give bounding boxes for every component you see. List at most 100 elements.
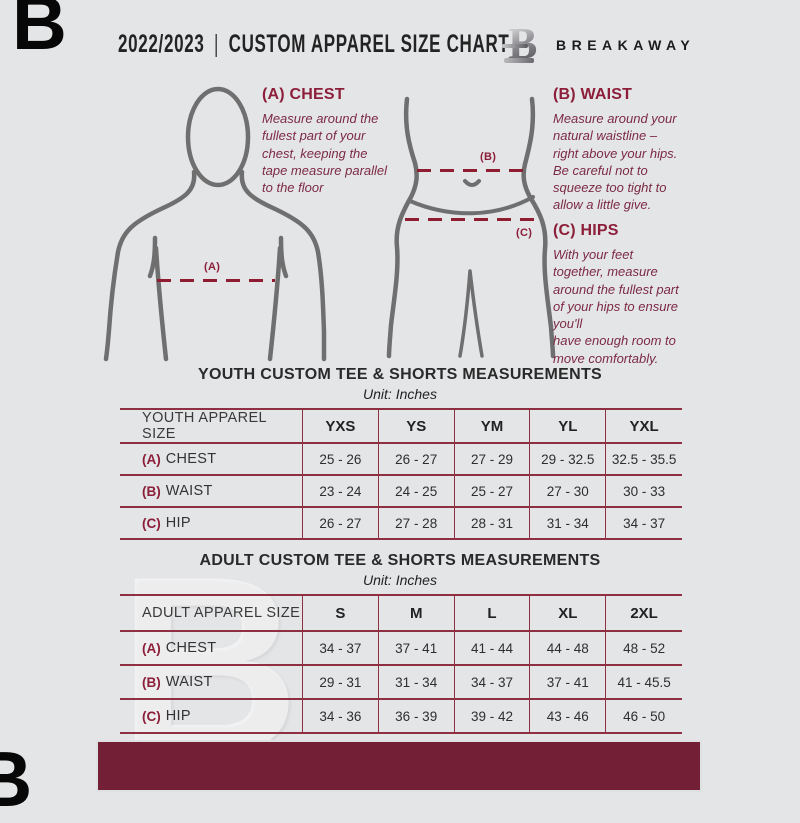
logo-slash-bar <box>502 44 528 48</box>
figure-right-armpit <box>267 235 289 362</box>
adult-size-col: S <box>303 594 379 632</box>
youth-size-col: YXL <box>606 408 682 444</box>
adult-row-label: (A) CHEST <box>120 632 303 666</box>
youth-row-label: (B) WAIST <box>120 476 303 508</box>
youth-waist-value: 30 - 33 <box>606 476 682 508</box>
youth-waist-value: 27 - 30 <box>530 476 607 508</box>
youth-table-unit: Unit: Inches <box>363 386 437 402</box>
youth-waist-value: 24 - 25 <box>378 476 455 508</box>
title-divider: | <box>214 30 220 58</box>
adult-hip-value: 39 - 42 <box>454 700 531 734</box>
youth-hip-value: 28 - 31 <box>454 508 531 540</box>
logo-hook-bar <box>504 58 534 63</box>
corner-logo-fragment-bottom-left: B <box>0 735 33 823</box>
footer-accent-bar <box>96 740 702 792</box>
adult-row-label: (B) WAIST <box>120 666 303 700</box>
figure-head <box>185 86 251 188</box>
row-marker: (A) <box>142 451 161 467</box>
adult-size-label-cell: ADULT APPAREL SIZE <box>120 594 303 632</box>
figure-right-shoulder-arm <box>239 169 327 362</box>
youth-row-label: (C) HIP <box>120 508 303 540</box>
row-marker: (B) <box>142 674 161 690</box>
adult-hip-value: 46 - 50 <box>606 700 682 734</box>
youth-size-col: YM <box>454 408 531 444</box>
row-name: WAIST <box>165 674 213 690</box>
breakaway-logo-icon: B <box>502 22 548 66</box>
hips-measure-line <box>405 218 540 221</box>
row-name: HIP <box>165 708 191 724</box>
adult-size-col: 2XL <box>606 594 682 632</box>
corner-logo-fragment-top-left: B <box>12 0 67 66</box>
waist-measure-line <box>417 169 530 172</box>
hips-marker-label: (C) <box>516 227 533 239</box>
waist-section-description: Measure around your natural waistline – … <box>553 111 678 213</box>
title-text: CUSTOM APPAREL SIZE CHART <box>228 30 510 58</box>
youth-hip-value: 27 - 28 <box>378 508 455 540</box>
youth-table-title: YOUTH CUSTOM TEE & SHORTS MEASUREMENTS <box>197 366 603 383</box>
adult-table-title: ADULT CUSTOM TEE & SHORTS MEASUREMENTS <box>199 552 601 569</box>
adult-chest-value: 48 - 52 <box>606 632 682 666</box>
row-name: WAIST <box>165 483 213 499</box>
adult-waist-value: 31 - 34 <box>378 666 455 700</box>
row-marker: (C) <box>142 515 161 531</box>
youth-chest-value: 32.5 - 35.5 <box>606 444 682 476</box>
youth-size-label-cell: YOUTH APPAREL SIZE <box>120 408 303 444</box>
adult-chest-value: 41 - 44 <box>454 632 531 666</box>
hips-section-heading: (C) HIPS <box>553 222 619 239</box>
row-marker: (B) <box>142 483 161 499</box>
adult-hip-value: 36 - 39 <box>378 700 455 734</box>
adult-size-table: ADULT APPAREL SIZE S M L XL 2XL (A) CHEST… <box>120 594 682 734</box>
youth-chest-value: 26 - 27 <box>378 444 455 476</box>
adult-table-unit: Unit: Inches <box>363 572 437 588</box>
chest-measure-line <box>157 279 275 282</box>
youth-size-col: YXS <box>303 408 379 444</box>
adult-chest-value: 34 - 37 <box>303 632 379 666</box>
adult-waist-value: 34 - 37 <box>454 666 531 700</box>
chest-section-description: Measure around the fullest part of your … <box>262 111 388 196</box>
adult-waist-value: 29 - 31 <box>303 666 379 700</box>
youth-size-col: YS <box>378 408 455 444</box>
chest-marker-label: (A) <box>204 261 221 273</box>
adult-size-col: L <box>454 594 531 632</box>
youth-chest-value: 27 - 29 <box>454 444 531 476</box>
season-label: 2022/2023 <box>118 30 205 58</box>
waist-section-heading: (B) WAIST <box>553 86 633 103</box>
youth-size-col: YL <box>530 408 607 444</box>
row-name: HIP <box>165 515 191 531</box>
row-name: CHEST <box>165 640 217 656</box>
youth-hip-value: 34 - 37 <box>606 508 682 540</box>
youth-waist-value: 23 - 24 <box>303 476 379 508</box>
row-name: CHEST <box>165 451 217 467</box>
figure-navel <box>463 179 481 187</box>
hips-section-description: With your feet together, measure around … <box>553 247 679 366</box>
adult-size-col: M <box>378 594 455 632</box>
adult-row-label: (C) HIP <box>120 700 303 734</box>
adult-chest-value: 44 - 48 <box>530 632 607 666</box>
youth-waist-value: 25 - 27 <box>454 476 531 508</box>
row-marker: (A) <box>142 640 161 656</box>
lower-body-figure <box>386 96 556 359</box>
youth-chest-value: 29 - 32.5 <box>530 444 607 476</box>
youth-size-table: YOUTH APPAREL SIZE YXS YS YM YL YXL (A) C… <box>120 408 682 540</box>
waist-marker-label: (B) <box>480 151 497 163</box>
adult-chest-value: 37 - 41 <box>378 632 455 666</box>
upper-body-figure <box>103 86 327 362</box>
adult-hip-value: 43 - 46 <box>530 700 607 734</box>
youth-chest-value: 25 - 26 <box>303 444 379 476</box>
adult-waist-value: 41 - 45.5 <box>606 666 682 700</box>
chest-section-heading: (A) CHEST <box>262 86 345 103</box>
figure-left-armpit <box>147 235 169 362</box>
adult-waist-value: 37 - 41 <box>530 666 607 700</box>
figure-left-shoulder-arm <box>103 169 197 362</box>
youth-hip-value: 31 - 34 <box>530 508 607 540</box>
row-marker: (C) <box>142 708 161 724</box>
adult-hip-value: 34 - 36 <box>303 700 379 734</box>
brand-name: BREAKAWAY <box>556 37 696 53</box>
figure-inner-legs <box>458 269 484 358</box>
size-chart-page: { "page": { "background": "#e4e5e7", "ma… <box>0 0 702 818</box>
adult-size-col: XL <box>530 594 607 632</box>
figure-right-torso-leg <box>521 96 556 359</box>
youth-row-label: (A) CHEST <box>120 444 303 476</box>
figure-hip-curve <box>408 195 535 216</box>
page-title: 2022/2023 | CUSTOM APPAREL SIZE CHART <box>118 30 509 59</box>
